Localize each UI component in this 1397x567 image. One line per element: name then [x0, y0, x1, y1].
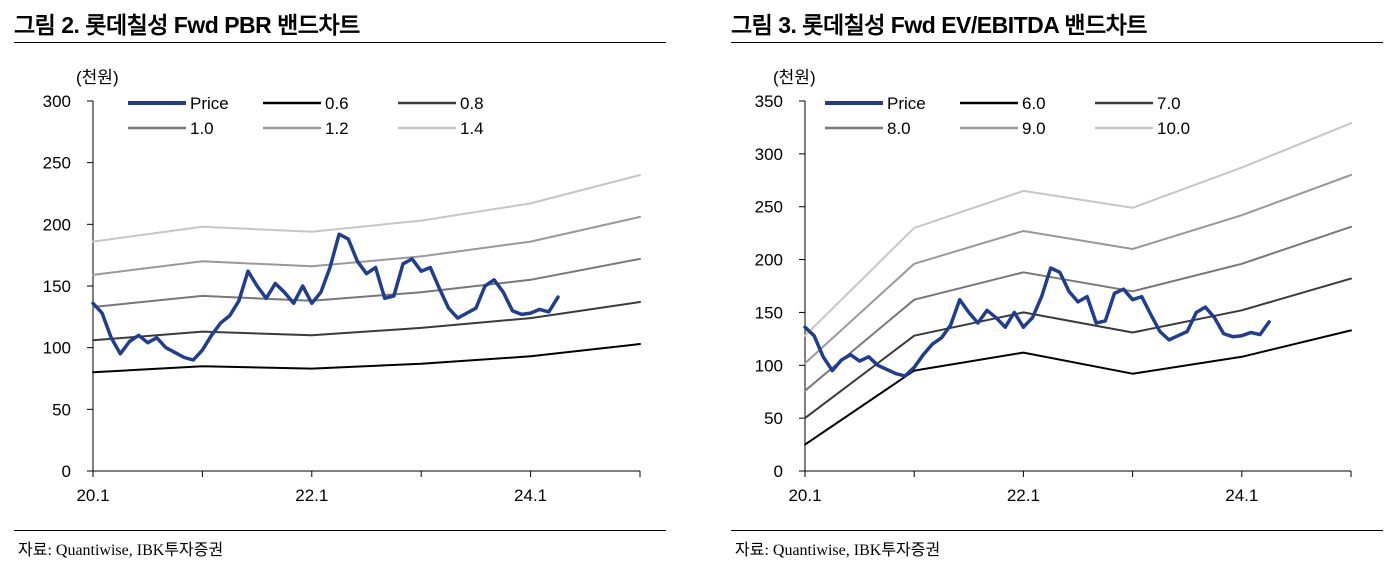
- y-tick-label: 300: [43, 92, 71, 111]
- footer-divider: [731, 530, 1383, 531]
- figure-title: 그림 2. 롯데칠성 Fwd PBR 밴드차트: [14, 12, 360, 38]
- ev-ebitda-band-chart: (천원) 0 50 100 150 200 250 300 350 20.1 22.1 24.1 Pri…: [755, 68, 1352, 505]
- legend-label: 6.0: [1022, 94, 1046, 113]
- band-line-0-6: [92, 343, 641, 374]
- legend-label: 1.4: [460, 119, 484, 138]
- title-divider: [731, 42, 1383, 43]
- x-tick-label: 20.1: [788, 486, 821, 505]
- y-tick-label: 0: [774, 462, 783, 481]
- band-line-0-8: [92, 301, 641, 342]
- y-tick-label: 50: [52, 400, 71, 419]
- legend-label: Price: [190, 94, 229, 113]
- legend-label: 1.2: [325, 119, 349, 138]
- x-tick-label: 24.1: [514, 486, 547, 505]
- y-tick-label: 200: [43, 215, 71, 234]
- y-tick-label: 100: [755, 356, 783, 375]
- legend-label: 9.0: [1022, 119, 1046, 138]
- legend-label: 0.6: [325, 94, 349, 113]
- footer-divider: [14, 530, 666, 531]
- price-line: [803, 266, 1271, 378]
- figure-ev-ebitda-panel: 그림 3. 롯데칠성 Fwd EV/EBITDA 밴드차트 (천원) 0 50 100…: [717, 0, 1397, 567]
- pbr-band-chart: (천원) 0 50 100 150 200 250 300 20.1 22.1 24.1 Price 0…: [43, 68, 641, 505]
- band-line-6-0: [804, 329, 1352, 446]
- legend-label: 1.0: [190, 119, 214, 138]
- y-tick-label: 200: [755, 251, 783, 270]
- source-note: 자료: Quantiwise, IBK투자증권: [735, 542, 941, 559]
- y-tick-label: 250: [43, 154, 71, 173]
- y-tick-label: 250: [755, 198, 783, 217]
- price-line: [91, 232, 560, 362]
- legend-label: 10.0: [1157, 119, 1190, 138]
- band-line-10-0: [804, 122, 1352, 337]
- legend-label: Price: [887, 94, 926, 113]
- y-tick-label: 100: [43, 339, 71, 358]
- x-tick-label: 22.1: [1007, 486, 1040, 505]
- title-divider: [14, 42, 666, 43]
- y-tick-label: 350: [755, 92, 783, 111]
- band-line-9-0: [804, 174, 1352, 365]
- legend-label: 8.0: [887, 119, 911, 138]
- y-unit-label: (천원): [773, 68, 816, 87]
- legend-label: 0.8: [460, 94, 484, 113]
- figure-pbr-panel: 그림 2. 롯데칠성 Fwd PBR 밴드차트 (천원) 0 50 100 150 200…: [0, 0, 680, 567]
- band-line-7-0: [804, 277, 1352, 420]
- band-line-1-4: [92, 174, 641, 243]
- y-tick-label: 0: [62, 462, 71, 481]
- x-tick-label: 22.1: [295, 486, 328, 505]
- band-line-8-0: [804, 225, 1352, 392]
- figure-title: 그림 3. 롯데칠성 Fwd EV/EBITDA 밴드차트: [731, 12, 1148, 38]
- source-note: 자료: Quantiwise, IBK투자증권: [18, 542, 224, 559]
- y-unit-label: (천원): [76, 68, 119, 87]
- band-line-1-2: [92, 215, 641, 276]
- y-tick-label: 50: [764, 409, 783, 428]
- y-tick-label: 150: [43, 277, 71, 296]
- band-line-1-0: [92, 257, 641, 308]
- legend-label: 7.0: [1157, 94, 1181, 113]
- y-tick-label: 300: [755, 145, 783, 164]
- x-tick-label: 20.1: [76, 486, 109, 505]
- x-tick-label: 24.1: [1225, 486, 1258, 505]
- y-tick-label: 150: [755, 303, 783, 322]
